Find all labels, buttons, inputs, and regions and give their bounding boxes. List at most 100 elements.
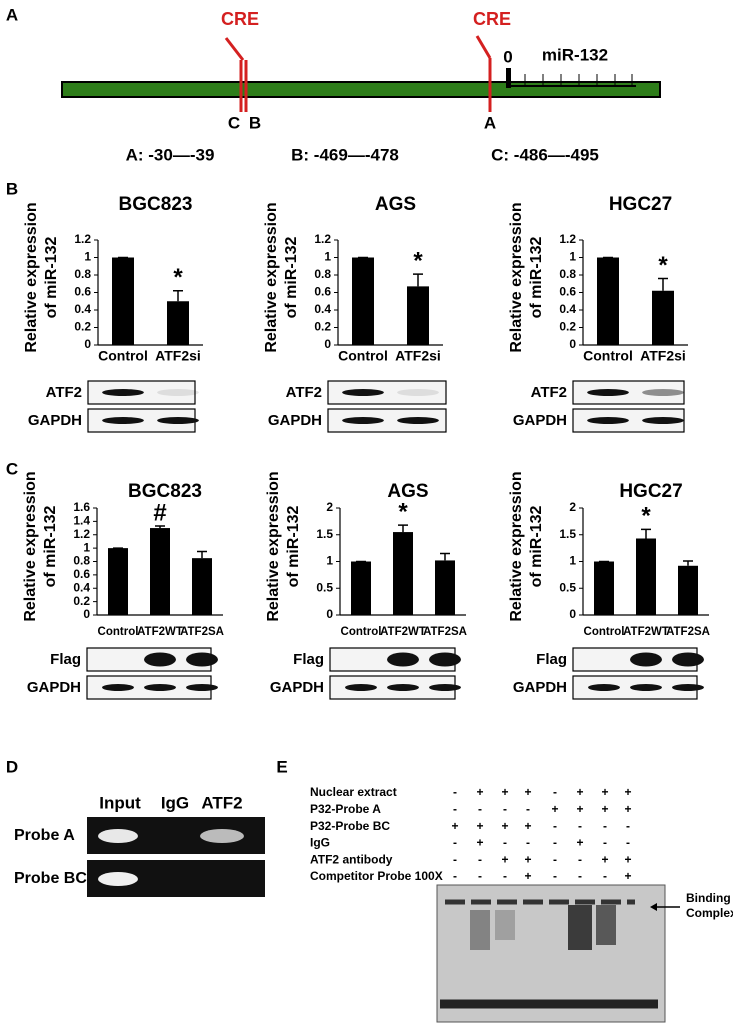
significance-mark: * [173, 264, 183, 291]
gel-band [98, 829, 138, 843]
bar [678, 565, 698, 615]
y-tick-label: 0.8 [74, 267, 91, 281]
condition-sign: + [476, 836, 483, 850]
bar [407, 286, 429, 345]
chart-title: AGS [387, 481, 428, 502]
condition-sign: + [576, 802, 583, 816]
condition-sign: - [453, 802, 457, 816]
condition-sign: + [624, 852, 631, 866]
condition-sign: - [503, 802, 507, 816]
y-axis-label: Relative expression [508, 202, 525, 352]
condition-sign: - [626, 836, 630, 850]
blot-band [345, 684, 377, 691]
band-annotation: Binding [686, 891, 731, 905]
x-tick-label: ATF2SA [180, 626, 224, 638]
y-axis-label: Relative expression [265, 471, 282, 621]
x-tick-label: Control [583, 348, 633, 364]
promoter-bar [61, 81, 661, 98]
y-axis-label: Relative expression [508, 471, 525, 621]
condition-sign: + [524, 785, 531, 799]
gel-column-label: IgG [161, 793, 189, 812]
error-bar [683, 560, 693, 566]
site-position: A: -30—-39 [126, 145, 215, 164]
gene-label: miR-132 [542, 45, 608, 64]
error-bar [155, 525, 165, 529]
blot-band [342, 389, 384, 396]
condition-sign: + [476, 785, 483, 799]
condition-sign: + [524, 852, 531, 866]
condition-sign: - [603, 819, 607, 833]
bar [192, 558, 212, 615]
chart-title: HGC27 [609, 194, 672, 215]
gel-row-label: Probe A [14, 827, 75, 844]
y-tick-label: 1 [326, 554, 333, 568]
tss-marker [506, 68, 511, 88]
condition-sign: + [601, 802, 608, 816]
x-tick-label: ATF2WT [380, 626, 426, 638]
gel-smear [495, 910, 515, 940]
gel-band [98, 872, 138, 886]
error-bar [641, 528, 651, 539]
y-tick-label: 1.6 [73, 500, 90, 514]
bar [150, 528, 170, 615]
error-bar [658, 277, 668, 291]
condition-sign: - [603, 869, 607, 883]
bar [108, 548, 128, 615]
y-tick-label: 0 [83, 607, 90, 621]
bar [393, 532, 413, 615]
blot-band [429, 684, 461, 691]
y-tick-label: 1.2 [314, 232, 331, 246]
blot-band [630, 652, 662, 667]
blot-band [672, 652, 704, 667]
y-tick-label: 0 [569, 337, 576, 351]
y-tick-label: 0.4 [74, 302, 91, 316]
condition-label: IgG [310, 836, 330, 850]
site-label: C [228, 113, 240, 132]
blot-band [102, 389, 144, 396]
blot-label: Flag [293, 651, 324, 668]
condition-sign: - [478, 852, 482, 866]
gel-column-label: ATF2 [201, 793, 242, 812]
blot-band [157, 417, 199, 424]
condition-sign: - [526, 802, 530, 816]
bar [352, 257, 374, 345]
x-tick-label: Control [98, 626, 139, 638]
y-tick-label: 1 [324, 250, 331, 264]
y-tick-label: 0.4 [314, 302, 331, 316]
condition-sign: + [476, 819, 483, 833]
condition-sign: - [553, 785, 557, 799]
condition-label: ATF2 antibody [310, 852, 393, 866]
condition-sign: - [526, 836, 530, 850]
bar [636, 538, 656, 615]
site-position: C: -486—-495 [491, 145, 599, 164]
y-tick-label: 2 [326, 500, 333, 514]
y-axis-label: Relative expression [22, 471, 39, 621]
blot-label: ATF2 [286, 384, 322, 401]
condition-sign: + [524, 869, 531, 883]
y-tick-label: 1.2 [74, 232, 91, 246]
significance-mark: * [658, 252, 668, 279]
panel-letter: E [276, 757, 287, 776]
gene-ticks [524, 74, 633, 86]
blot-label: ATF2 [531, 384, 567, 401]
blot-band [186, 684, 218, 691]
condition-sign: - [578, 852, 582, 866]
bar [597, 257, 619, 345]
blot-label: Flag [50, 651, 81, 668]
y-axis-label: Relative expression [23, 202, 40, 352]
blot-band [387, 684, 419, 691]
y-axis-label: of miR-132 [528, 506, 545, 588]
y-tick-label: 0 [326, 607, 333, 621]
x-tick-label: Control [341, 626, 382, 638]
condition-sign: - [478, 802, 482, 816]
blot-band [587, 389, 629, 396]
panel-letter: B [6, 179, 18, 198]
x-tick-label: Control [584, 626, 625, 638]
y-tick-label: 0.2 [73, 594, 90, 608]
condition-label: P32-Probe A [310, 802, 381, 816]
bar [167, 301, 189, 345]
chart-title: BGC823 [119, 194, 193, 215]
blot-band [642, 389, 684, 396]
condition-sign: - [553, 836, 557, 850]
blot-band [397, 389, 439, 396]
